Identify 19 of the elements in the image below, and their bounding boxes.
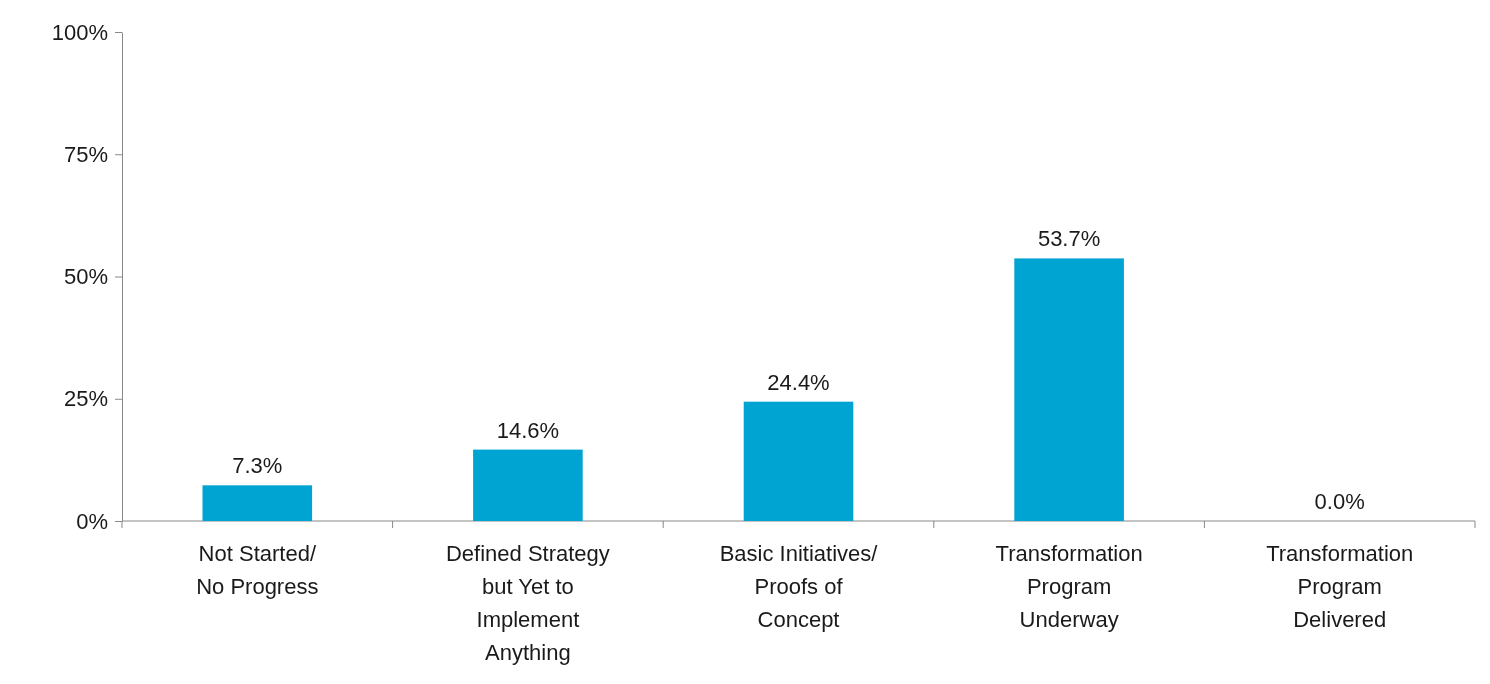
bar bbox=[1014, 258, 1124, 521]
x-tick-label: Defined Strategy but Yet to Implement Anything bbox=[445, 541, 610, 665]
y-tick-label: 25% bbox=[63, 386, 108, 412]
data-label: 53.7% bbox=[1037, 226, 1101, 252]
y-tick-label: 75% bbox=[63, 141, 108, 167]
bar bbox=[743, 401, 854, 521]
x-tick-label: Basic Initiatives/ Proofs of Concept bbox=[719, 541, 879, 632]
x-tick-label: Transformation Program Underway bbox=[995, 541, 1143, 632]
data-label: 0.0% bbox=[1314, 489, 1365, 514]
data-label: 14.6% bbox=[496, 417, 560, 443]
y-tick-label: 0% bbox=[76, 508, 108, 534]
bar bbox=[473, 449, 583, 521]
x-tick-label: Not Started/ No Progress bbox=[196, 541, 319, 599]
data-label: 24.4% bbox=[767, 369, 830, 395]
data-label: 7.3% bbox=[232, 453, 283, 479]
bar bbox=[202, 485, 313, 521]
x-tick-label: Transformation Program Delivered bbox=[1266, 541, 1414, 632]
y-tick-label: 100% bbox=[51, 19, 108, 45]
y-tick-label: 50% bbox=[63, 264, 108, 290]
